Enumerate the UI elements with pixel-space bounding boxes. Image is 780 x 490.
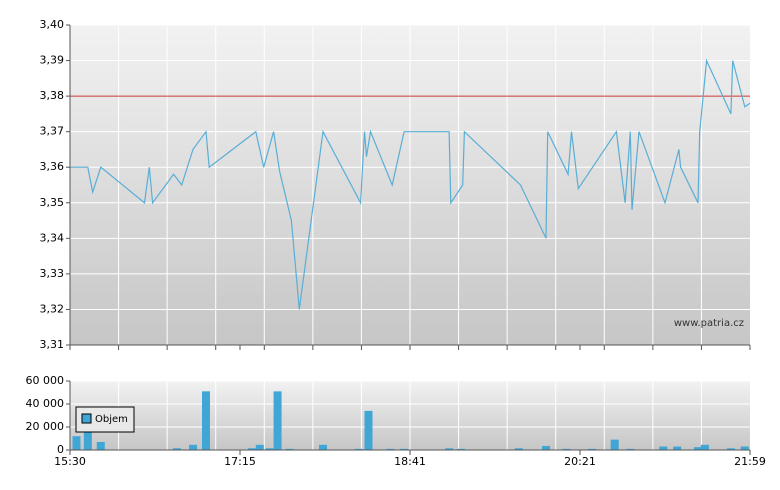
legend-label: Objem — [95, 414, 128, 425]
y-tick-label: 3,37 — [40, 125, 65, 138]
x-tick-label: 17:15 — [224, 455, 256, 468]
volume-bar — [273, 391, 282, 450]
volume-bar — [354, 448, 363, 450]
x-tick-label: 21:59 — [734, 455, 766, 468]
volume-bar — [189, 444, 198, 450]
volume-bar — [319, 444, 328, 450]
price-line — [70, 58, 751, 310]
y-tick-label: 3,31 — [40, 338, 65, 351]
volume-bar — [726, 448, 735, 450]
y-tick-label: 3,39 — [40, 54, 65, 67]
x-tick-label: 18:41 — [394, 455, 426, 468]
y-tick-label: 3,40 — [40, 18, 65, 31]
y-tick-label: 40 000 — [26, 397, 65, 410]
volume-bar — [700, 444, 709, 450]
volume-bar — [610, 439, 619, 450]
volume-bar — [255, 444, 264, 450]
y-tick-label: 20 000 — [26, 420, 65, 433]
y-tick-label: 3,35 — [40, 196, 65, 209]
volume-bar — [400, 448, 409, 450]
volume-bar — [96, 441, 105, 450]
y-tick-label: 3,34 — [40, 231, 65, 244]
volume-bar — [83, 427, 92, 450]
y-tick-label: 0 — [57, 443, 64, 456]
legend: Objem — [75, 406, 135, 433]
volume-bar — [626, 448, 635, 450]
volume-bar — [285, 448, 294, 450]
x-tick-label: 20:21 — [564, 455, 596, 468]
y-tick-label: 3,38 — [40, 89, 65, 102]
y-tick-label: 3,36 — [40, 160, 65, 173]
volume-bar — [514, 448, 523, 450]
volume-bar — [202, 391, 210, 450]
y-tick-label: 60 000 — [26, 374, 65, 387]
volume-bar — [445, 448, 454, 450]
volume-bar — [265, 448, 274, 450]
y-tick-label: 3,32 — [40, 302, 65, 315]
volume-bar — [588, 448, 597, 450]
volume-bar — [72, 436, 81, 450]
watermark: www.patria.cz — [674, 318, 744, 329]
x-tick-label: 15:30 — [54, 455, 86, 468]
volume-bar — [457, 448, 465, 450]
volume-bar — [562, 448, 571, 450]
volume-bar — [542, 445, 550, 450]
volume-bar — [386, 448, 395, 450]
volume-bar — [172, 448, 181, 450]
volume-bar — [740, 446, 749, 450]
volume-bar — [659, 446, 668, 450]
volume-bar — [673, 446, 682, 450]
volume-bar — [364, 410, 373, 450]
legend-swatch — [81, 413, 92, 424]
volume-bar — [247, 448, 256, 450]
y-tick-label: 3,33 — [40, 267, 65, 280]
volume-bar — [693, 447, 702, 450]
